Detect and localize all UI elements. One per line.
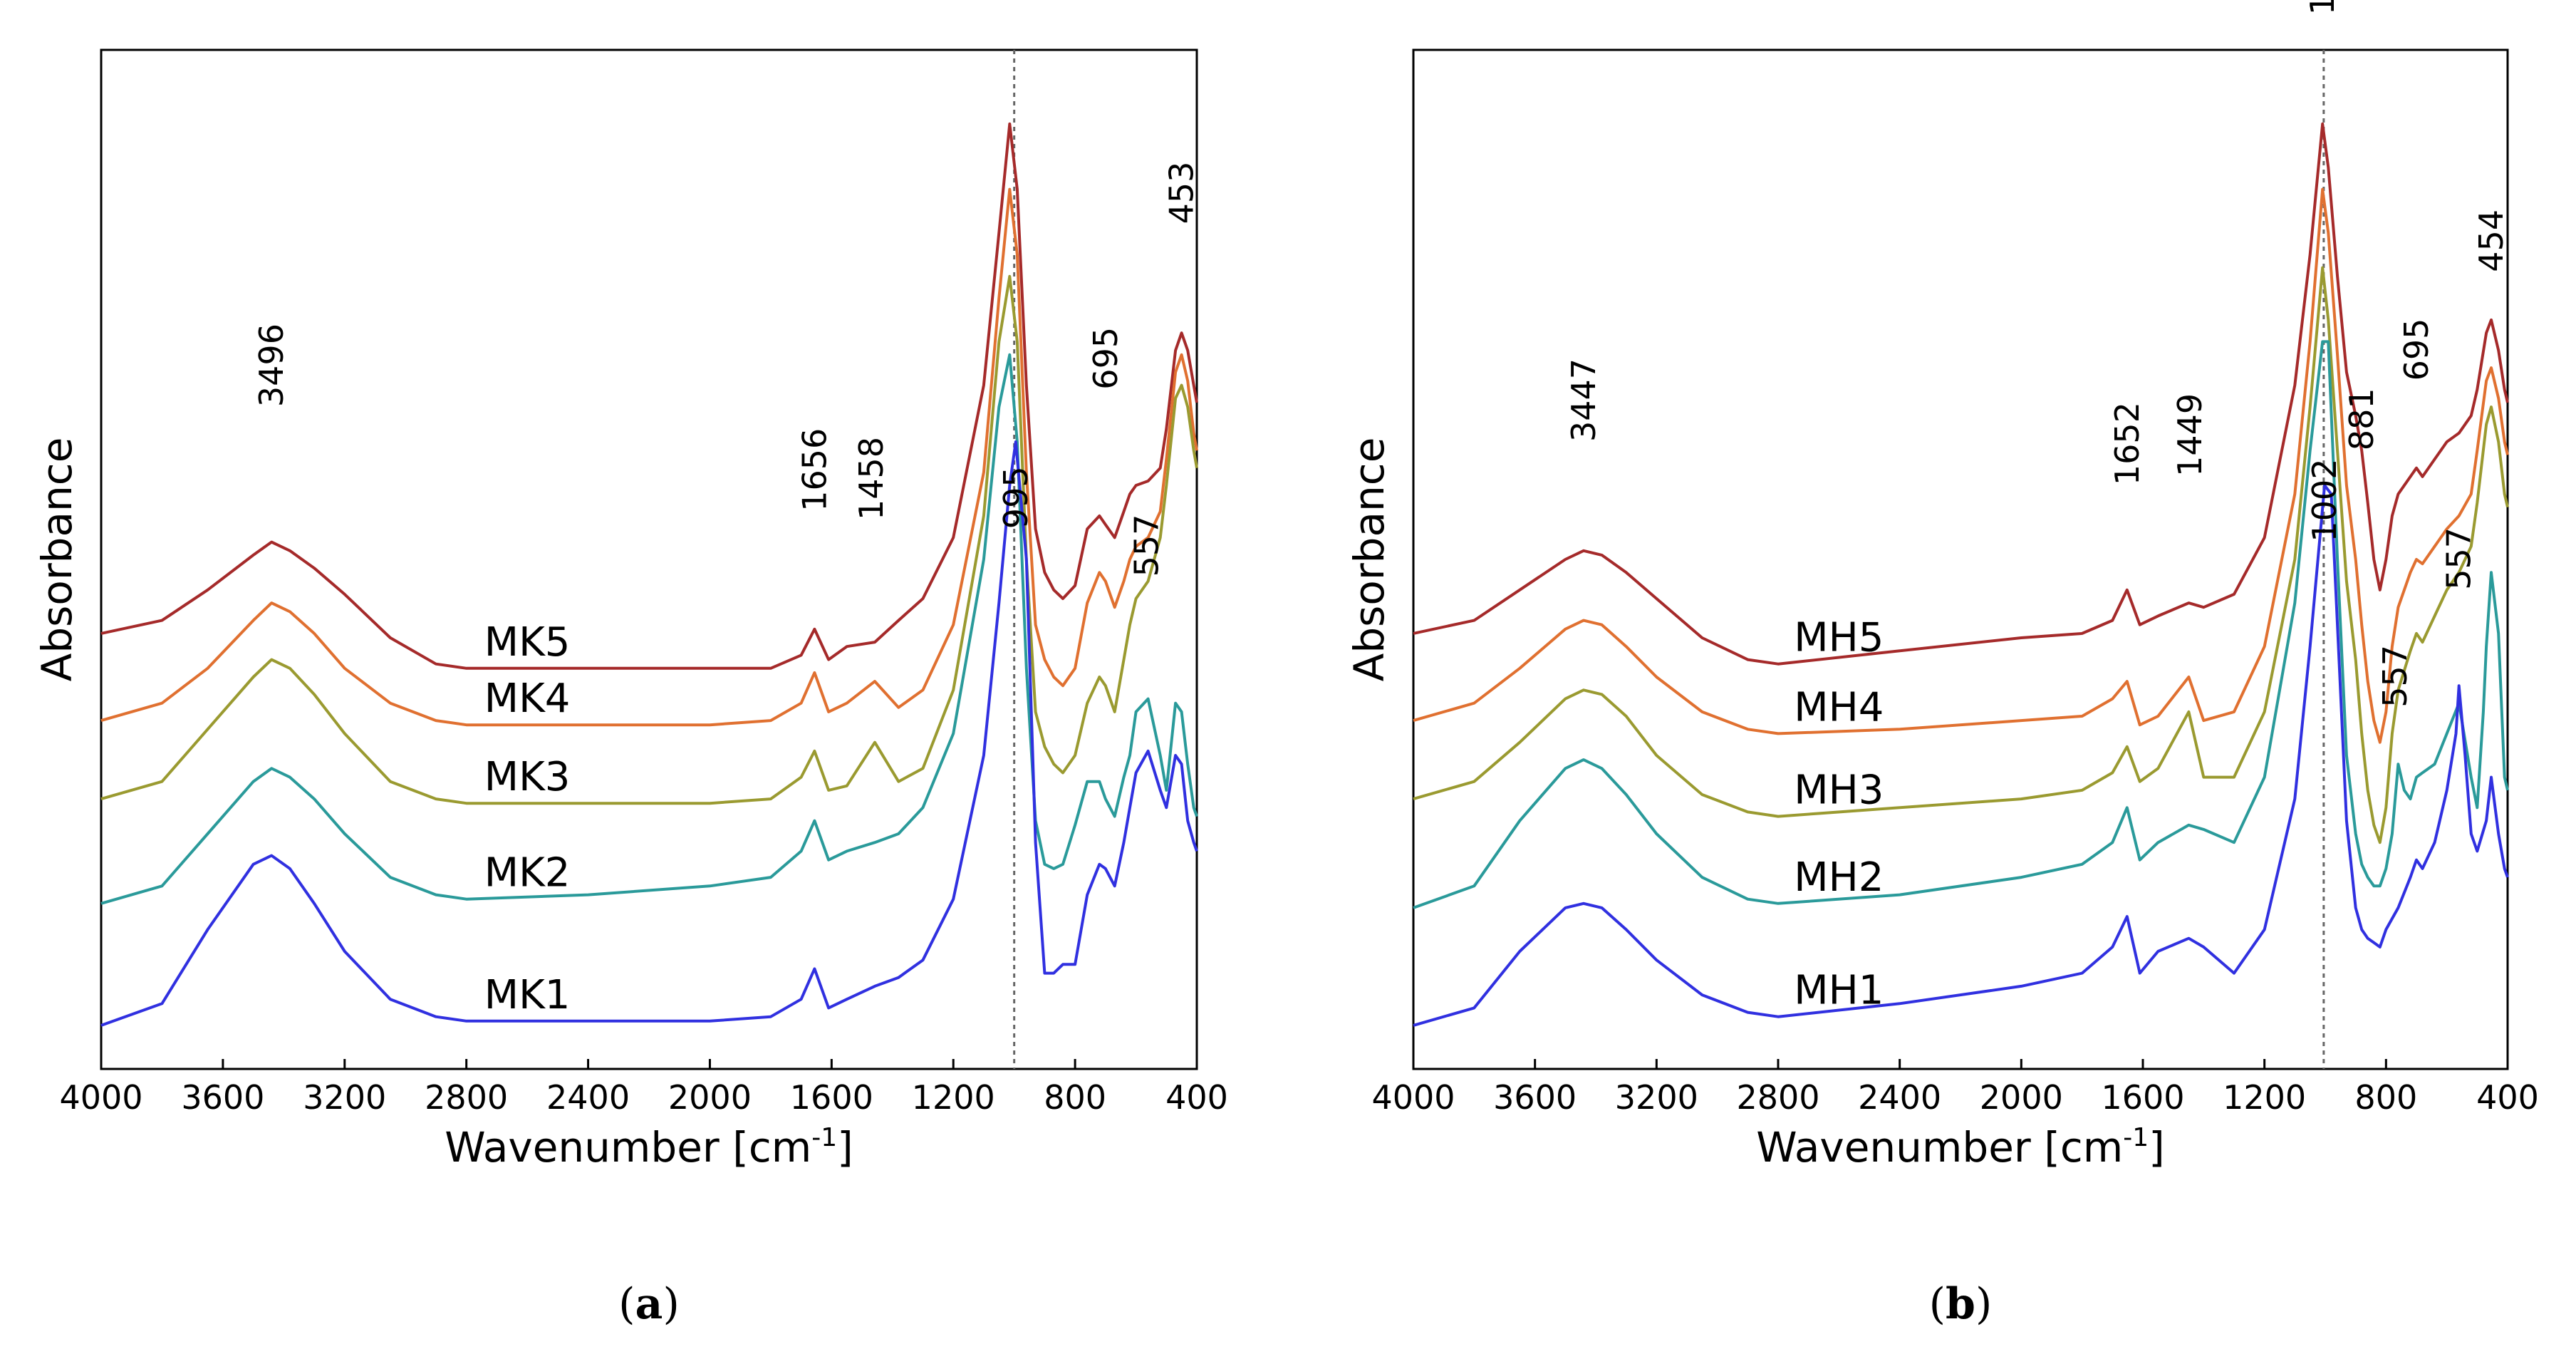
- peak-label-1009: 1009: [2303, 0, 2342, 15]
- x-tick-label-1200: 1200: [912, 1078, 995, 1117]
- x-tick-label-2400: 2400: [546, 1078, 630, 1117]
- series-line-mh2: [1413, 340, 2509, 909]
- x-tick-label-1200: 1200: [2223, 1078, 2306, 1117]
- y-axis-label: Absorbance: [1345, 438, 1393, 682]
- plot-frame: [100, 48, 1198, 1070]
- panel-a-chart: MK5MK4MK3MK2MK13496165614581015995695557…: [33, 48, 1228, 1329]
- x-axis-label-sup: -1: [2123, 1123, 2149, 1152]
- panel-caption-letter: a: [635, 1279, 663, 1329]
- peak-label-695: 695: [2397, 319, 2436, 381]
- peak-label-1449: 1449: [2171, 393, 2209, 477]
- panel-caption-letter: b: [1946, 1279, 1975, 1329]
- series-line-mh1: [1413, 484, 2509, 1027]
- series-label-mh3: MH3: [1794, 768, 1884, 814]
- peak-label-3447: 3447: [1564, 358, 1603, 442]
- peak-label-695: 695: [1086, 327, 1125, 390]
- x-tick-label-400: 400: [1165, 1078, 1228, 1117]
- series-label-mk5: MK5: [484, 619, 571, 666]
- peak-label-3496: 3496: [252, 324, 291, 407]
- series-line-mk4: [100, 187, 1198, 727]
- x-tick-label-400: 400: [2476, 1078, 2539, 1117]
- x-tick-label-4000: 4000: [59, 1078, 142, 1117]
- x-axis-label: Wavenumber [cm-1]: [1756, 1123, 2165, 1172]
- peak-label-1652: 1652: [2108, 402, 2146, 485]
- x-tick-label-3600: 3600: [1493, 1078, 1577, 1117]
- x-tick-label-800: 800: [2354, 1078, 2417, 1117]
- series-label-mk3: MK3: [484, 754, 571, 800]
- x-tick-label-3200: 3200: [1615, 1078, 1698, 1117]
- series-line-mh4: [1413, 187, 2509, 744]
- x-tick-label-2400: 2400: [1858, 1078, 1941, 1117]
- x-tick-label-800: 800: [1044, 1078, 1106, 1117]
- series-label-mk2: MK2: [484, 850, 571, 896]
- x-tick-label-1600: 1600: [2101, 1078, 2184, 1117]
- peak-label-453: 453: [1163, 162, 1201, 224]
- x-axis-label-sup: -1: [811, 1123, 837, 1152]
- x-tick-label-2000: 2000: [668, 1078, 752, 1117]
- x-axis-label-main: Wavenumber [cm: [1756, 1123, 2123, 1172]
- peak-label-1002: 1002: [2305, 459, 2344, 542]
- peak-label-1656: 1656: [795, 428, 833, 512]
- panel-b-chart: MH5 MH4 MH3 MH2 MH1 3447 1652 1449 1009 1002 881 69…: [1345, 0, 2539, 1329]
- peak-label-881: 881: [2342, 388, 2381, 450]
- x-axis-label-main: Wavenumber [cm: [445, 1123, 811, 1172]
- x-tick-label-1600: 1600: [790, 1078, 873, 1117]
- x-tick-label-3600: 3600: [181, 1078, 264, 1117]
- peak-label-1458: 1458: [852, 437, 890, 520]
- x-tick-label-2800: 2800: [1736, 1078, 1819, 1117]
- x-axis-label-tail: ]: [837, 1123, 853, 1172]
- y-axis-label: Absorbance: [33, 438, 81, 682]
- series-label-mh4: MH4: [1794, 684, 1884, 730]
- x-tick-label-2000: 2000: [1980, 1078, 2063, 1117]
- peak-label-557: 557: [2440, 527, 2478, 590]
- series-label-mk1: MK1: [484, 972, 571, 1018]
- x-tick-label-3200: 3200: [303, 1078, 386, 1117]
- series-label-mh1: MH1: [1794, 968, 1884, 1014]
- series-label-mh2: MH2: [1794, 854, 1884, 901]
- peak-label-557: 557: [1128, 515, 1166, 577]
- x-axis-label-tail: ]: [2149, 1123, 2165, 1172]
- x-tick-label-2800: 2800: [425, 1078, 508, 1117]
- series-label-mh5: MH5: [1794, 615, 1884, 661]
- series-line-mk5: [100, 122, 1198, 670]
- series-line-mk3: [100, 274, 1198, 805]
- panel-caption-a: (a): [618, 1279, 680, 1329]
- series-line-mk2: [100, 353, 1198, 905]
- series-line-mh3: [1413, 266, 2509, 844]
- peak-label-995: 995: [997, 466, 1035, 529]
- panel-caption-b: (b): [1929, 1279, 1993, 1329]
- series-line-mh5: [1413, 122, 2509, 666]
- plot-frame: [1412, 48, 2509, 1070]
- x-axis-label: Wavenumber [cm-1]: [445, 1123, 853, 1172]
- peak-label-454: 454: [2472, 210, 2510, 272]
- peak-label-557: 557: [2376, 645, 2414, 708]
- x-tick-label-4000: 4000: [1371, 1078, 1455, 1117]
- series-label-mk4: MK4: [484, 676, 571, 722]
- series-line-mk1: [100, 440, 1198, 1027]
